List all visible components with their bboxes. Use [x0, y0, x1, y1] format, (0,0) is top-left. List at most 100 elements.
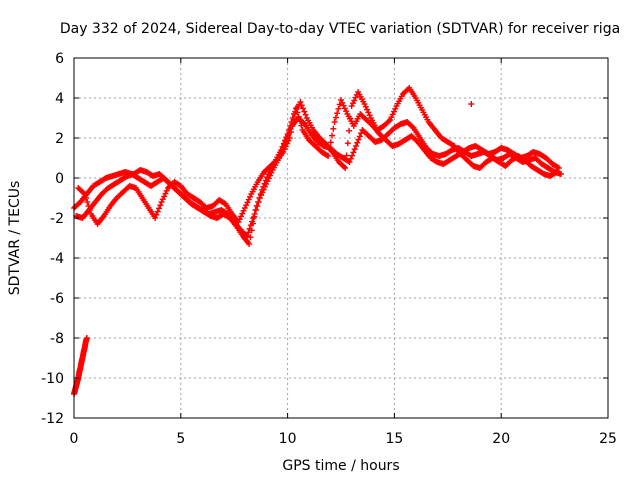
data-point [340, 102, 347, 109]
data-point [281, 146, 288, 153]
data-point [346, 127, 353, 134]
data-point [162, 190, 169, 197]
data-point [257, 191, 264, 197]
data-point [330, 125, 337, 132]
data-point [364, 106, 371, 113]
axis-ticks: 0 5 10 15 20 25 -12 -10 -8 -6 -4 -2 0 2 4 6 [41, 51, 617, 447]
data-point [244, 199, 251, 206]
data-point [356, 133, 363, 140]
plot-frame [73, 57, 609, 419]
y-tick-label: -12 [41, 411, 64, 427]
data-point [250, 215, 257, 221]
data-point [82, 195, 89, 201]
data-point [288, 129, 295, 135]
data-point [365, 109, 372, 116]
data-point [240, 207, 247, 214]
data-point [84, 199, 91, 205]
x-tick-label: 20 [492, 431, 510, 447]
data-point [245, 196, 252, 203]
data-point [154, 208, 161, 215]
data-point [344, 140, 351, 147]
data-point [392, 105, 399, 112]
data-point [326, 146, 333, 153]
y-tick-label: -8 [50, 331, 64, 347]
y-tick-label: 6 [55, 51, 64, 67]
data-point [348, 103, 355, 109]
data-point [85, 203, 92, 209]
data-point [366, 112, 373, 119]
chart-title: Day 332 of 2024, Sidereal Day-to-day VTE… [60, 21, 620, 37]
data-point [289, 123, 296, 129]
data-point [362, 103, 369, 110]
data-point [338, 97, 344, 103]
data-point [343, 152, 350, 159]
data-point [80, 189, 87, 196]
data-point [294, 109, 301, 116]
data-point [352, 94, 359, 101]
data-point [349, 100, 356, 107]
data-point [264, 174, 271, 181]
data-point [350, 149, 357, 156]
data-point [349, 152, 356, 159]
data-point [334, 110, 341, 117]
data-point [238, 213, 245, 220]
y-tick-label: 2 [55, 131, 64, 147]
data-point [245, 229, 252, 236]
data-point [558, 171, 565, 177]
data-point [284, 140, 291, 147]
data-point [247, 234, 254, 241]
gridlines [74, 58, 608, 418]
data-point [249, 220, 256, 227]
data-points [71, 85, 565, 397]
data-point [327, 139, 334, 146]
y-tick-label: -6 [50, 291, 64, 307]
data-point [284, 131, 291, 137]
data-point [385, 118, 392, 125]
data-point [260, 183, 267, 190]
data-point [158, 199, 165, 205]
data-point [389, 111, 396, 118]
data-point [341, 105, 348, 112]
y-tick-label: -4 [50, 251, 64, 267]
data-point [152, 215, 159, 221]
data-point [351, 146, 358, 153]
data-point [256, 195, 263, 201]
data-point [285, 137, 292, 144]
data-point [347, 155, 354, 162]
data-point [290, 117, 297, 123]
data-point [247, 193, 254, 200]
data-point [157, 202, 164, 209]
data-point [261, 180, 268, 187]
data-point [159, 196, 166, 203]
data-point [352, 143, 359, 149]
x-tick-label: 15 [385, 431, 403, 447]
data-point [252, 207, 259, 213]
data-point [346, 159, 353, 165]
data-point [301, 108, 308, 115]
data-point [298, 102, 305, 109]
data-point [555, 165, 562, 171]
data-point [161, 193, 168, 200]
data-point [339, 99, 346, 106]
data-point [239, 210, 246, 217]
data-point [156, 205, 163, 212]
data-point [297, 99, 304, 105]
data-point [335, 105, 342, 112]
x-tick-label: 5 [176, 431, 185, 447]
x-tick-label: 10 [279, 431, 297, 447]
data-point [235, 219, 242, 225]
data-point [553, 169, 560, 175]
data-point [293, 105, 300, 111]
y-tick-label: -2 [50, 211, 64, 227]
y-tick-label: 0 [55, 171, 64, 187]
data-point [361, 101, 368, 107]
data-point [251, 213, 258, 220]
data-point [299, 105, 306, 112]
data-point [280, 149, 287, 155]
data-point [340, 163, 347, 170]
data-point [246, 241, 253, 247]
data-point [295, 113, 302, 120]
data-point [554, 164, 561, 171]
data-point [332, 114, 339, 121]
